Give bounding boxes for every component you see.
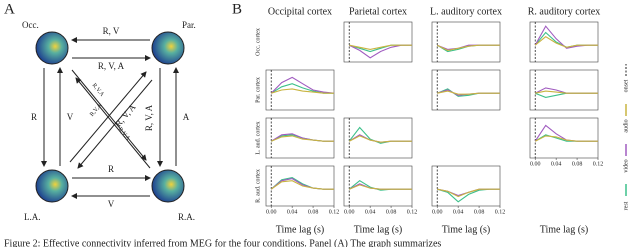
x-tick-label: 0.12	[495, 209, 506, 215]
node-label: Occ.	[22, 20, 39, 30]
x-tick-label: 0.04	[365, 209, 376, 215]
edge-label: R	[31, 112, 37, 122]
arrows	[41, 37, 179, 199]
plot-frame	[343, 165, 413, 207]
head	[35, 31, 69, 65]
plot-frame	[529, 21, 599, 63]
plot-frame	[431, 165, 501, 207]
plot-frame	[431, 21, 501, 63]
node-label: R.A.	[178, 212, 195, 222]
series-line	[348, 135, 412, 143]
plot-frame	[343, 21, 413, 63]
x-tick-label: 0.00	[344, 209, 355, 215]
series-line	[437, 188, 500, 198]
series-line	[349, 44, 412, 50]
x-axis-label: Time lag (s)	[540, 224, 589, 235]
x-tick-label: 0.04	[453, 209, 464, 215]
caption: Figure 2: Effective connectivity inferre…	[4, 238, 441, 247]
edge-label: R, V, A	[144, 104, 154, 131]
x-tick-label: 0.12	[329, 209, 340, 215]
x-axis-label: Time lag (s)	[354, 224, 403, 235]
plot-frame	[265, 165, 335, 207]
series-line	[270, 76, 335, 94]
column-title: Occipital cortex	[268, 6, 332, 17]
series-line	[348, 184, 412, 190]
edge-label: R	[108, 164, 114, 174]
edge-label: R,V,A	[89, 102, 104, 118]
series-line	[270, 180, 334, 190]
series-line	[534, 36, 598, 48]
edge-label: R, V, A	[113, 102, 138, 129]
row-label: Par. cortex	[255, 77, 261, 103]
plot-frame	[431, 69, 501, 111]
arrow	[77, 79, 153, 169]
x-tick-label: 0.12	[593, 161, 604, 167]
x-axis-label: Time lag (s)	[276, 224, 325, 235]
series-line	[348, 183, 412, 190]
x-axis-label: Time lag (s)	[442, 224, 491, 235]
arrow	[71, 69, 147, 161]
series-line	[271, 88, 334, 94]
edge-label: R, V	[103, 26, 120, 36]
plot-frame	[529, 69, 599, 111]
series-line	[270, 177, 334, 190]
x-tick-label: 0.04	[551, 161, 562, 167]
series-line	[535, 90, 598, 94]
series-line	[437, 90, 500, 95]
head	[35, 169, 69, 203]
column-title: L. auditory cortex	[430, 6, 502, 17]
row-label: Occ. cortex	[255, 28, 261, 56]
series-line	[436, 44, 500, 51]
column-title: Parietal cortex	[349, 6, 407, 17]
edge-label: A	[183, 112, 190, 122]
series-line	[534, 87, 598, 94]
edge-label: V	[108, 199, 115, 209]
edge-label: V	[67, 112, 74, 122]
legend-label: audio	[623, 119, 629, 132]
x-tick-label: 0.00	[266, 209, 277, 215]
series-line	[534, 124, 598, 142]
x-tick-label: 0.08	[308, 209, 319, 215]
series-line	[349, 44, 412, 53]
series-line	[534, 135, 598, 142]
heads	[35, 31, 185, 203]
row-label: L. aud. cortex	[255, 121, 261, 154]
panel-label: B	[232, 1, 242, 17]
arrow	[75, 77, 151, 169]
x-tick-label: 0.04	[287, 209, 298, 215]
plot-frame	[343, 117, 413, 159]
plot-frame	[265, 117, 335, 159]
x-tick-label: 0.00	[530, 161, 541, 167]
x-tick-label: 0.08	[386, 209, 397, 215]
row-label: R. aud. cortex	[255, 169, 261, 203]
x-tick-label: 0.08	[474, 209, 485, 215]
column-title: R. auditory cortex	[528, 6, 600, 17]
node-label: L.A.	[24, 212, 41, 222]
edge-label: R, V, A	[98, 61, 125, 71]
legend-label: video	[623, 159, 629, 172]
series-line	[270, 135, 334, 142]
legend-label: rest	[623, 201, 629, 210]
x-tick-label: 0.12	[407, 209, 418, 215]
legend-label: onset	[623, 79, 629, 92]
plot-frame	[265, 69, 335, 111]
series-line	[534, 92, 598, 98]
x-tick-label: 0.08	[572, 161, 583, 167]
node-label: Par.	[182, 20, 196, 30]
panel-label: A	[4, 1, 15, 17]
head	[151, 169, 185, 203]
x-tick-label: 0.00	[432, 209, 443, 215]
plot-frame	[529, 117, 599, 159]
head	[151, 31, 185, 65]
